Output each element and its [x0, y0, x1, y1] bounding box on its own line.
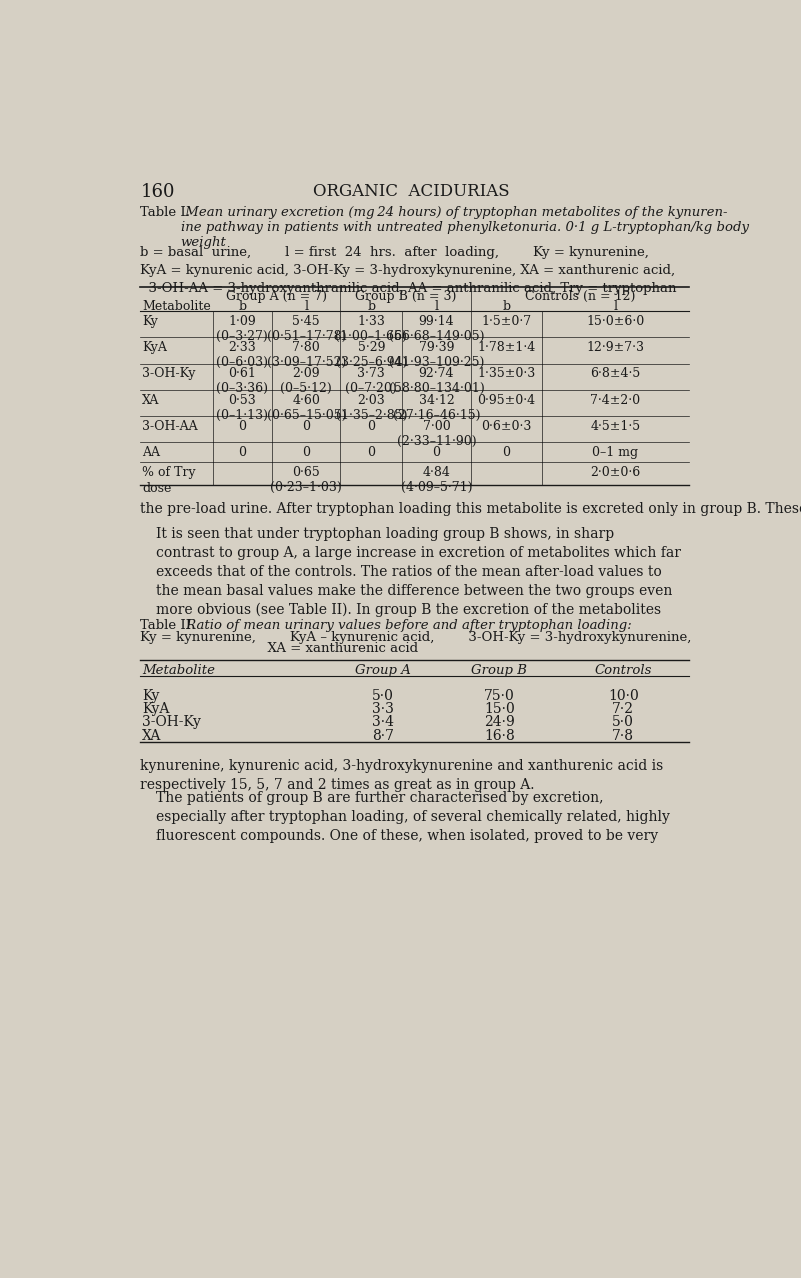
- Text: KyA: KyA: [142, 703, 169, 717]
- Text: 0: 0: [239, 446, 247, 459]
- Text: b = basal  urine,        l = first  24  hrs.  after  loading,        Ky = kynure: b = basal urine, l = first 24 hrs. after…: [140, 245, 677, 295]
- Text: 12·9±7·3: 12·9±7·3: [586, 341, 645, 354]
- Text: l: l: [614, 300, 618, 313]
- Text: 1·78±1·4: 1·78±1·4: [477, 341, 535, 354]
- Text: 7·80
(3·09–17·52): 7·80 (3·09–17·52): [267, 341, 346, 369]
- Text: 79·39
(41·93–109·25): 79·39 (41·93–109·25): [388, 341, 484, 369]
- Text: 3·4: 3·4: [372, 716, 394, 730]
- Text: b: b: [368, 300, 376, 313]
- Text: Group A (n = 7): Group A (n = 7): [226, 290, 327, 303]
- Text: 0: 0: [502, 446, 510, 459]
- Text: 4·60
(0·65–15·05): 4·60 (0·65–15·05): [267, 394, 346, 422]
- Text: 0: 0: [239, 419, 247, 433]
- Text: 8·7: 8·7: [372, 728, 394, 743]
- Text: Group B: Group B: [471, 663, 527, 677]
- Text: 5·0: 5·0: [612, 716, 634, 730]
- Text: 5·0: 5·0: [372, 689, 394, 703]
- Text: Table I.: Table I.: [140, 206, 191, 219]
- Text: 0: 0: [368, 446, 376, 459]
- Text: 0: 0: [302, 419, 310, 433]
- Text: The patients of group B are further characterised by excretion,
especially after: The patients of group B are further char…: [156, 791, 670, 842]
- Text: 1·5±0·7: 1·5±0·7: [481, 316, 531, 328]
- Text: 10·0: 10·0: [608, 689, 638, 703]
- Text: 4·84
(4·09–5·71): 4·84 (4·09–5·71): [400, 466, 473, 495]
- Text: Ky: Ky: [142, 689, 159, 703]
- Text: 15·0: 15·0: [484, 703, 514, 717]
- Text: AA: AA: [142, 446, 160, 459]
- Text: 4·5±1·5: 4·5±1·5: [590, 419, 641, 433]
- Text: 1·09
(0–3·27): 1·09 (0–3·27): [216, 316, 268, 343]
- Text: 7·2: 7·2: [612, 703, 634, 717]
- Text: Ky = kynurenine,        KyA – kynurenic acid,        3-OH-Ky = 3-hydroxykynureni: Ky = kynurenine, KyA – kynurenic acid, 3…: [140, 631, 692, 644]
- Text: XA: XA: [142, 394, 159, 406]
- Text: 7·4±2·0: 7·4±2·0: [590, 394, 641, 406]
- Text: 92·74
(58·80–134·01): 92·74 (58·80–134·01): [388, 367, 485, 395]
- Text: b: b: [502, 300, 510, 313]
- Text: 3·3: 3·3: [372, 703, 394, 717]
- Text: 5·45
(0·51–17·78): 5·45 (0·51–17·78): [267, 316, 346, 343]
- Text: KyA: KyA: [142, 341, 167, 354]
- Text: Controls (n = 12): Controls (n = 12): [525, 290, 635, 303]
- Text: Ratio of mean urinary values before and after tryptophan loading:: Ratio of mean urinary values before and …: [183, 620, 632, 633]
- Text: the pre-load urine. After tryptophan loading this metabolite is excreted only in: the pre-load urine. After tryptophan loa…: [140, 502, 801, 516]
- Text: 0–1 mg: 0–1 mg: [593, 446, 638, 459]
- Text: 160: 160: [140, 183, 175, 201]
- Text: 24·9: 24·9: [484, 716, 514, 730]
- Text: 0: 0: [302, 446, 310, 459]
- Text: 0·61
(0–3·36): 0·61 (0–3·36): [216, 367, 268, 395]
- Text: 0·95±0·4: 0·95±0·4: [477, 394, 535, 406]
- Text: XA: XA: [142, 728, 161, 743]
- Text: 7·00
(2·33–11·90): 7·00 (2·33–11·90): [396, 419, 477, 447]
- Text: Metabolite: Metabolite: [142, 300, 211, 313]
- Text: Group B (n = 3): Group B (n = 3): [355, 290, 456, 303]
- Text: ORGANIC  ACIDURIAS: ORGANIC ACIDURIAS: [312, 183, 509, 199]
- Text: 1·35±0·3: 1·35±0·3: [477, 367, 535, 381]
- Text: 34·12
(27·16–46·15): 34·12 (27·16–46·15): [392, 394, 481, 422]
- Text: 3-OH-AA: 3-OH-AA: [142, 419, 198, 433]
- Text: Group A: Group A: [355, 663, 411, 677]
- Text: 3·73
(0–7·20): 3·73 (0–7·20): [345, 367, 397, 395]
- Text: 6·8±4·5: 6·8±4·5: [590, 367, 641, 381]
- Text: It is seen that under tryptophan loading group B shows, in sharp
contrast to gro: It is seen that under tryptophan loading…: [156, 527, 681, 617]
- Text: Ky: Ky: [142, 316, 158, 328]
- Text: 7·8: 7·8: [612, 728, 634, 743]
- Text: 3-OH-Ky: 3-OH-Ky: [142, 367, 195, 381]
- Text: 0·65
(0·23–1·03): 0·65 (0·23–1·03): [271, 466, 342, 495]
- Text: l: l: [434, 300, 438, 313]
- Text: Controls: Controls: [594, 663, 652, 677]
- Text: XA = xanthurenic acid: XA = xanthurenic acid: [140, 643, 419, 656]
- Text: 0: 0: [368, 419, 376, 433]
- Text: 75·0: 75·0: [484, 689, 514, 703]
- Text: 15·0±6·0: 15·0±6·0: [586, 316, 645, 328]
- Text: 3-OH-Ky: 3-OH-Ky: [142, 716, 201, 730]
- Text: 16·8: 16·8: [484, 728, 514, 743]
- Text: 1·33
(1·00–1·66): 1·33 (1·00–1·66): [336, 316, 408, 343]
- Text: 2·09
(0–5·12): 2·09 (0–5·12): [280, 367, 332, 395]
- Text: Metabolite: Metabolite: [142, 663, 215, 677]
- Text: 2·33
(0–6·03): 2·33 (0–6·03): [216, 341, 268, 369]
- Text: 2·0±0·6: 2·0±0·6: [590, 466, 641, 479]
- Text: Table II.: Table II.: [140, 620, 195, 633]
- Text: 2·03
(1·35–2·85): 2·03 (1·35–2·85): [336, 394, 407, 422]
- Text: % of Try
dose: % of Try dose: [142, 466, 195, 495]
- Text: b: b: [238, 300, 247, 313]
- Text: 0: 0: [433, 446, 441, 459]
- Text: 0·53
(0–1·13): 0·53 (0–1·13): [216, 394, 268, 422]
- Text: 5·29
(3·25–6·94): 5·29 (3·25–6·94): [336, 341, 407, 369]
- Text: Mean urinary excretion (mg 24 hours) of tryptophan metabolites of the kynuren-
i: Mean urinary excretion (mg 24 hours) of …: [181, 206, 749, 249]
- Text: 99·14
(56·68–149·05): 99·14 (56·68–149·05): [388, 316, 485, 343]
- Text: l: l: [304, 300, 308, 313]
- Text: kynurenine, kynurenic acid, 3-hydroxykynurenine and xanthurenic acid is
respecti: kynurenine, kynurenic acid, 3-hydroxykyn…: [140, 759, 664, 791]
- Text: 0·6±0·3: 0·6±0·3: [481, 419, 531, 433]
